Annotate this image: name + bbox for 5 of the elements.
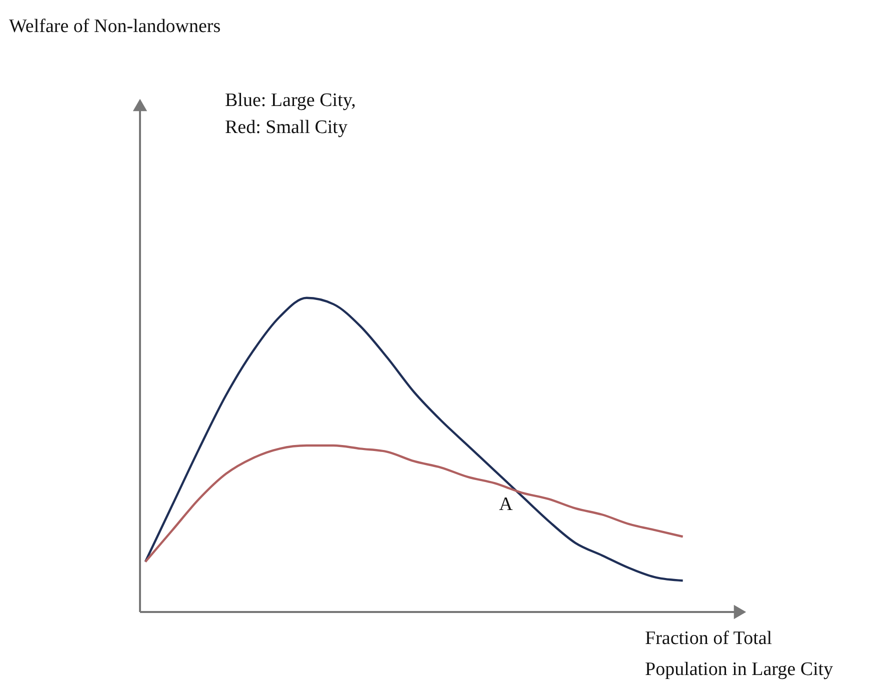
text: Red: Small City — [225, 117, 348, 138]
text: Blue: Large City, — [225, 90, 356, 111]
text: Welfare of Non-landowners — [9, 16, 221, 37]
x-axis-title: Fraction of Total Population in Large City — [645, 628, 834, 680]
annotation: A — [499, 494, 513, 515]
